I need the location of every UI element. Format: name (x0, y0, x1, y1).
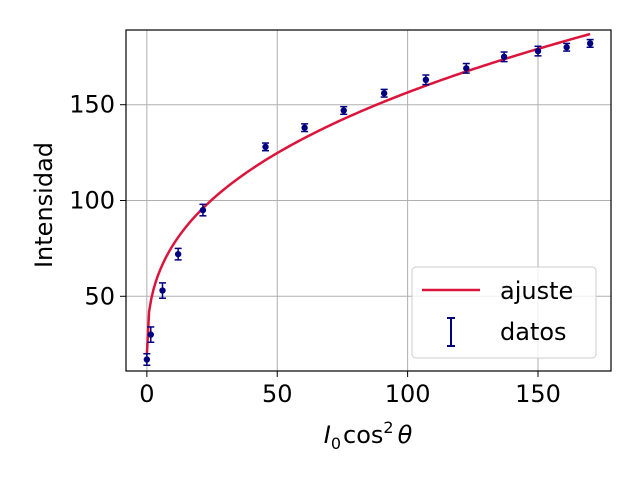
point-marker (143, 356, 151, 363)
legend-label-datos: datos (500, 318, 567, 346)
data-points-layer (143, 38, 594, 367)
data-point (147, 326, 155, 344)
point-marker (147, 331, 154, 338)
point-marker (422, 76, 430, 84)
legend: ajuste datos (411, 266, 597, 359)
x-tick-label: 100 (385, 380, 431, 408)
data-point (143, 353, 151, 367)
point-marker (586, 40, 594, 47)
point-marker (174, 250, 182, 258)
y-tick-label: 50 (84, 282, 115, 310)
data-point (563, 42, 571, 52)
data-point (301, 123, 309, 133)
data-point (199, 203, 207, 217)
data-point (380, 88, 388, 98)
axis-ticks: 0 50 100 150 50 100 150 (69, 91, 561, 408)
point-marker (159, 287, 166, 294)
point-marker (500, 53, 508, 61)
point-marker (301, 124, 308, 131)
point-marker (340, 107, 347, 114)
fit-curve-layer (145, 32, 591, 355)
point-marker (563, 44, 570, 51)
point-marker (199, 206, 207, 214)
point-marker (262, 143, 269, 151)
legend-label-ajuste: ajuste (500, 277, 573, 305)
y-tick-label: 100 (69, 187, 115, 215)
data-point (422, 74, 430, 86)
data-point (159, 282, 167, 299)
data-point (462, 62, 470, 74)
data-point (174, 247, 182, 261)
grid (126, 30, 611, 371)
data-point (262, 142, 270, 152)
x-tick-label: 50 (262, 380, 293, 408)
x-axis-label: I0cos2 θ (324, 418, 413, 453)
point-marker (534, 47, 542, 55)
x-tick-label: 0 (139, 380, 154, 408)
point-marker (463, 65, 470, 72)
data-point (586, 38, 594, 48)
data-point (500, 51, 508, 63)
fit-curve-ajuste (145, 32, 591, 355)
data-point (340, 105, 348, 116)
y-axis-label: Intensidad (30, 142, 58, 268)
x-tick-label: 150 (515, 380, 561, 408)
point-marker (380, 90, 388, 97)
y-tick-label: 150 (69, 91, 115, 119)
legend-swatch-datos (447, 317, 455, 347)
data-point (534, 45, 542, 57)
